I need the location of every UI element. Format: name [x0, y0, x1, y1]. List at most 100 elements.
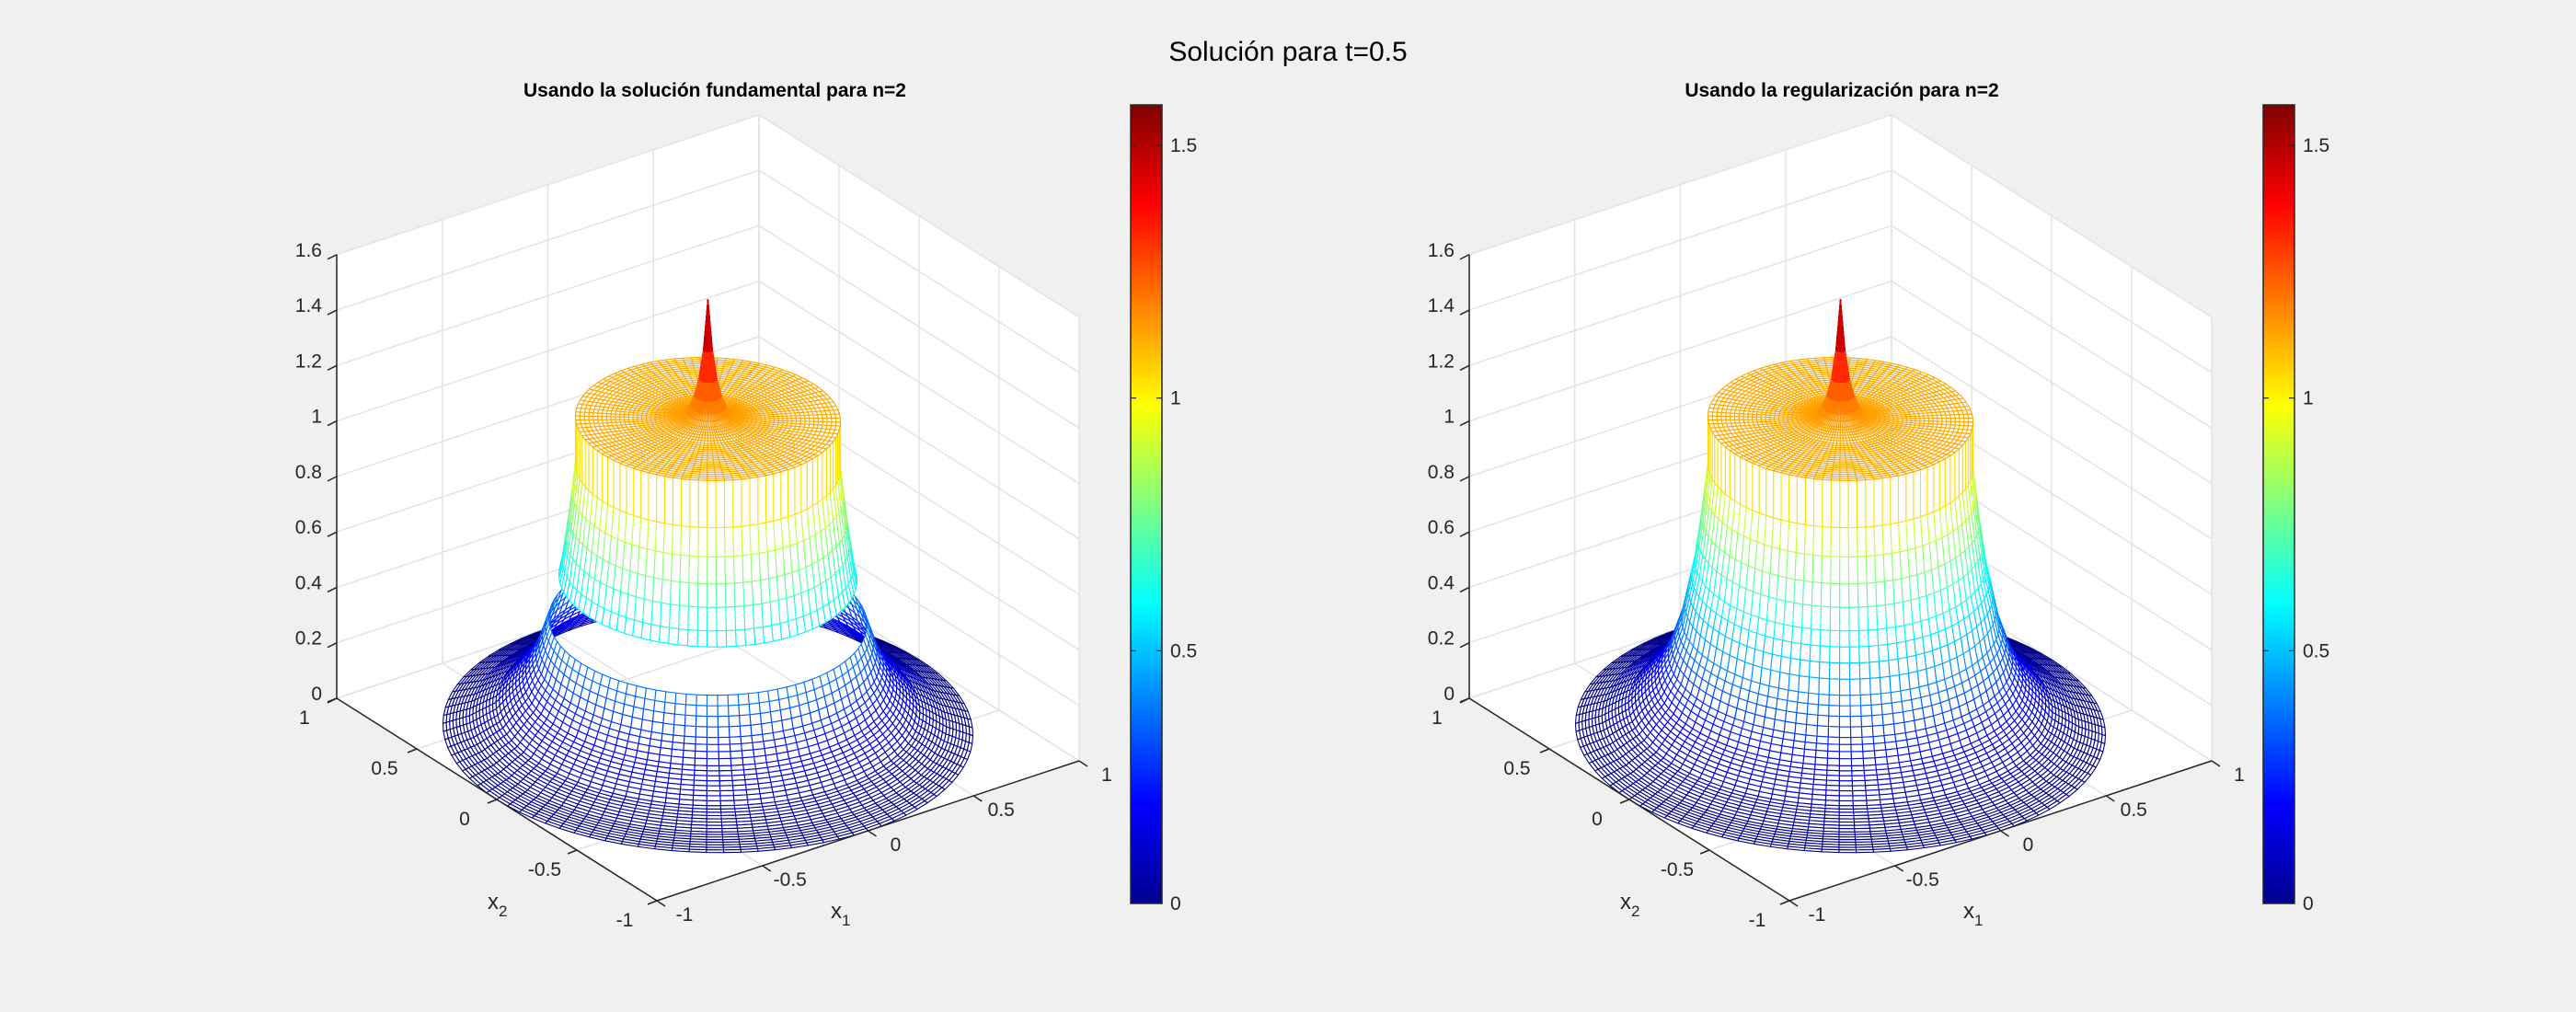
mesh-quad	[706, 705, 719, 718]
mesh-quad	[706, 736, 719, 745]
mesh-quad	[706, 770, 720, 776]
mesh-quad	[658, 625, 671, 645]
mesh-quad	[662, 712, 675, 726]
mesh-quad	[716, 629, 728, 648]
mesh-quad	[729, 736, 742, 745]
mesh-quad	[684, 725, 696, 738]
mesh-quad	[635, 684, 647, 699]
mesh-quad	[737, 693, 750, 706]
mesh-quad	[706, 695, 719, 707]
mesh-quad	[718, 765, 732, 772]
grid-line	[758, 336, 1080, 540]
mesh-quad	[717, 694, 730, 707]
grid-line	[336, 280, 760, 422]
mesh-quad	[717, 726, 730, 739]
mesh-quad	[661, 722, 675, 736]
mesh-quad	[750, 723, 764, 737]
mesh-quad	[650, 624, 661, 643]
axes-left: 00.20.40.60.811.21.41.6-1-0.500.51-1-0.5…	[295, 80, 1197, 931]
mesh-quad	[728, 715, 741, 728]
mesh-quad	[730, 750, 743, 759]
mesh-quad	[734, 628, 747, 647]
grid-line	[336, 169, 760, 311]
mesh-quad	[686, 628, 698, 648]
mesh-quad	[752, 603, 764, 629]
grid-line	[758, 280, 1080, 485]
mesh-quad	[706, 775, 720, 782]
mesh-quad	[706, 799, 721, 807]
mesh-quad	[674, 692, 687, 706]
mesh-quad	[706, 715, 719, 728]
mesh-quad	[753, 626, 765, 645]
mesh-quad	[730, 757, 744, 766]
mesh-quad	[729, 742, 742, 753]
mesh-quad	[695, 725, 707, 738]
mesh-quad	[734, 605, 746, 631]
mesh-quad	[757, 690, 770, 704]
mesh-quad	[664, 691, 677, 705]
mesh-quad	[727, 704, 741, 717]
mesh-quad	[759, 711, 773, 725]
grid-line	[758, 114, 1080, 318]
mesh-quad	[706, 743, 719, 753]
mesh-quad	[744, 627, 756, 647]
mesh-quad	[718, 757, 732, 766]
mesh-quad	[650, 600, 662, 627]
mesh-quad	[683, 742, 696, 752]
mesh-quad	[743, 604, 755, 630]
mesh-quad	[695, 715, 708, 728]
mesh-quad	[694, 757, 707, 766]
mesh-quad	[717, 705, 730, 718]
mesh-quad	[673, 703, 687, 716]
mesh-quad	[725, 629, 737, 648]
mesh-quad	[696, 629, 708, 648]
mesh-quad	[671, 847, 690, 853]
mesh-quad	[668, 627, 680, 646]
mesh-quad	[694, 750, 707, 760]
mesh-quad	[719, 775, 733, 782]
mesh-quad	[677, 627, 689, 647]
mesh-quad	[663, 701, 676, 715]
mesh-quad	[767, 688, 780, 702]
mesh-quad	[717, 715, 730, 728]
mesh-quad	[683, 735, 696, 745]
mesh-quad	[695, 743, 707, 753]
mesh-quad	[738, 703, 751, 717]
mesh-quad	[696, 705, 708, 718]
mesh-quad	[706, 751, 719, 760]
mesh-quad	[719, 789, 734, 797]
mesh-quad	[725, 605, 737, 632]
mesh-quad	[739, 714, 752, 727]
mesh-quad	[728, 725, 742, 738]
mesh-quad	[718, 751, 731, 760]
mesh-quad	[673, 723, 686, 737]
mesh-quad	[719, 795, 735, 801]
mesh-quad	[718, 736, 730, 745]
mesh-quad	[684, 704, 697, 717]
mesh-quad	[748, 702, 761, 716]
mesh-quad	[739, 724, 753, 738]
mesh-quad	[706, 765, 720, 772]
mesh-quad	[695, 736, 707, 745]
mesh-quad	[727, 694, 740, 707]
mesh-quad	[706, 757, 720, 766]
grid-line	[336, 224, 760, 367]
mesh-quad	[696, 694, 708, 707]
mesh-quad	[758, 700, 771, 714]
mesh-quad	[684, 693, 697, 707]
mesh-quad	[706, 795, 721, 801]
mesh-quad	[684, 714, 697, 728]
mesh-quad	[706, 789, 721, 797]
mesh-quad	[740, 847, 759, 853]
mesh-quad	[747, 692, 760, 705]
mesh-quad	[719, 769, 733, 776]
mesh-quad	[706, 849, 725, 854]
grid-line	[758, 224, 1080, 429]
grid-line	[336, 114, 760, 256]
mesh-quad	[706, 785, 721, 792]
mesh-quad	[654, 689, 667, 703]
mesh-quad	[688, 848, 707, 854]
grid-line	[758, 169, 1080, 374]
figure-title: Solución para t=0.5	[1168, 37, 1407, 67]
